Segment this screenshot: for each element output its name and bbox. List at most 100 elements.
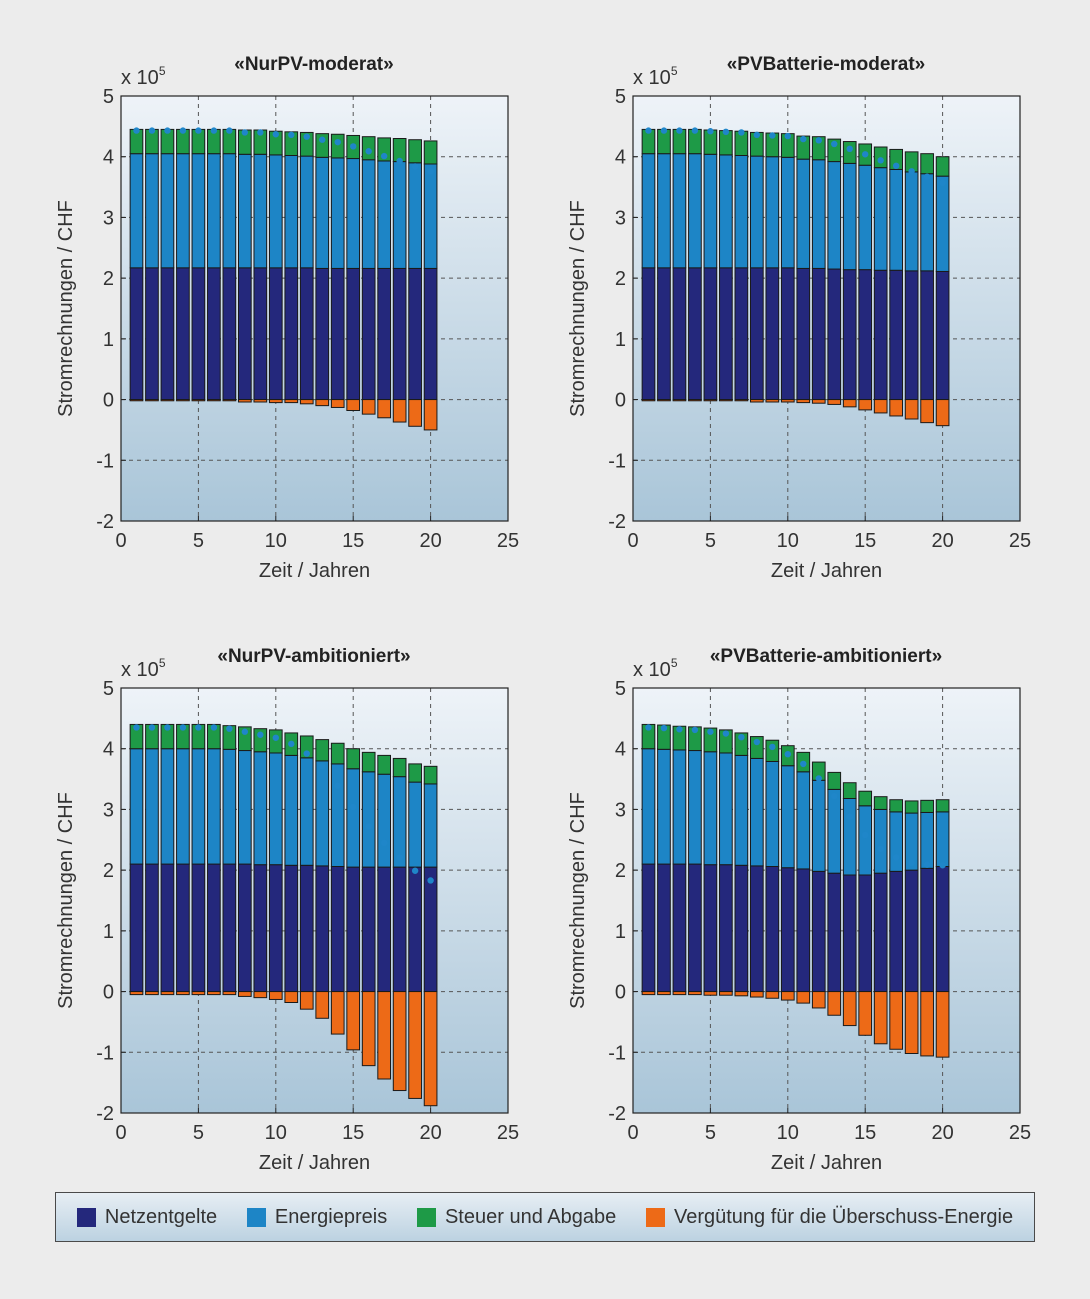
total-point: [257, 129, 264, 136]
bar-verguetung: [858, 991, 873, 1036]
bar-energiepreis: [827, 161, 842, 270]
bar-steuer: [827, 138, 842, 163]
bar-energiepreis: [330, 763, 345, 867]
bar-energiepreis: [176, 748, 190, 865]
bar-steuer: [811, 136, 826, 161]
bar-netzentgelte: [176, 863, 190, 993]
total-point: [148, 127, 156, 134]
total-point: [365, 148, 372, 155]
total-point: [226, 725, 233, 732]
bar-netzentgelte: [408, 267, 422, 401]
total-point: [241, 728, 249, 735]
y-axis-label: Stromrechnungen / CHF: [567, 792, 589, 1009]
bar-verguetung: [827, 991, 842, 1016]
x-axis-label: Zeit / Jahren: [259, 560, 370, 582]
bar-verguetung: [719, 399, 733, 402]
total-point: [691, 726, 699, 734]
bar-energiepreis: [392, 161, 407, 269]
total-point: [800, 760, 807, 768]
bar-verguetung: [904, 399, 919, 420]
y-tick-label: -2: [608, 511, 626, 533]
total-point: [722, 128, 730, 136]
x-tick-label: 25: [497, 1122, 519, 1144]
legend-label: Energiepreis: [274, 1205, 388, 1228]
bar-energiepreis: [935, 175, 950, 272]
legend-item-energiepreis: Energiepreis: [246, 1205, 388, 1229]
y-multiplier-exponent: 5: [671, 656, 678, 670]
y-tick-label: 4: [615, 739, 626, 761]
bar-energiepreis: [392, 776, 407, 868]
bar-netzentgelte: [935, 270, 950, 401]
x-tick-label: 20: [419, 530, 441, 552]
y-multiplier-label: x 105: [121, 656, 166, 681]
bar-energiepreis: [315, 760, 330, 867]
bar-netzentgelte: [160, 863, 175, 993]
total-point: [164, 127, 171, 134]
bar-netzentgelte: [268, 267, 283, 401]
bar-steuer: [935, 156, 950, 177]
bar-steuer: [346, 748, 361, 770]
bar-energiepreis: [657, 153, 671, 269]
chart-legend: Netzentgelte Energiepreis Steuer und Abg…: [55, 1192, 1035, 1242]
y-tick-label: 1: [103, 921, 114, 943]
bar-energiepreis: [703, 153, 718, 269]
bar-energiepreis: [780, 765, 795, 869]
total-point: [396, 157, 403, 165]
y-axis-label: Stromrechnungen / CHF: [55, 792, 77, 1009]
bar-steuer: [765, 739, 780, 762]
bar-verguetung: [268, 399, 283, 404]
x-tick-label: 25: [497, 530, 519, 552]
bar-energiepreis: [361, 771, 376, 868]
bar-netzentgelte: [299, 864, 314, 993]
bar-energiepreis: [873, 808, 888, 874]
bar-netzentgelte: [858, 269, 873, 401]
bar-energiepreis: [811, 779, 826, 872]
bar-steuer: [423, 765, 438, 785]
y-tick-label: 0: [103, 390, 114, 412]
bar-energiepreis: [222, 748, 237, 865]
bar-verguetung: [408, 991, 422, 1099]
x-tick-label: 5: [705, 1122, 716, 1144]
total-point: [645, 724, 652, 731]
y-tick-label: 2: [615, 860, 626, 882]
y-tick-label: 2: [103, 860, 114, 882]
bar-netzentgelte: [299, 267, 314, 401]
bar-verguetung: [361, 991, 376, 1067]
bar-energiepreis: [796, 158, 811, 269]
bar-verguetung: [920, 399, 934, 424]
bar-verguetung: [672, 991, 687, 996]
bar-energiepreis: [904, 171, 919, 272]
bar-energiepreis: [842, 798, 857, 876]
bar-netzentgelte: [920, 270, 934, 401]
bar-steuer: [889, 799, 904, 813]
bar-verguetung: [811, 399, 826, 404]
bar-netzentgelte: [889, 269, 904, 401]
total-point: [319, 763, 326, 770]
bar-verguetung: [207, 991, 221, 996]
total-point: [753, 131, 761, 139]
total-point: [738, 129, 745, 136]
bar-energiepreis: [284, 155, 299, 269]
total-point: [380, 839, 388, 847]
bar-steuer: [377, 137, 392, 162]
x-tick-label: 5: [193, 530, 204, 552]
total-point: [923, 861, 931, 868]
bar-verguetung: [423, 399, 438, 431]
x-tick-label: 10: [777, 1122, 799, 1144]
bar-steuer: [361, 751, 376, 773]
bar-energiepreis: [377, 160, 392, 269]
y-tick-label: -2: [96, 511, 114, 533]
total-point: [753, 738, 761, 746]
y-tick-label: -1: [608, 450, 626, 472]
x-tick-label: 20: [931, 1122, 953, 1144]
bar-netzentgelte: [222, 863, 237, 993]
legend-label: Steuer und Abgabe: [444, 1205, 617, 1228]
y-tick-label: 1: [615, 329, 626, 351]
bar-verguetung: [222, 991, 237, 996]
total-point: [350, 803, 357, 811]
bar-energiepreis: [641, 748, 656, 865]
x-tick-label: 15: [854, 1122, 876, 1144]
total-point: [831, 792, 838, 800]
bar-energiepreis: [889, 168, 904, 271]
bar-verguetung: [330, 991, 345, 1035]
